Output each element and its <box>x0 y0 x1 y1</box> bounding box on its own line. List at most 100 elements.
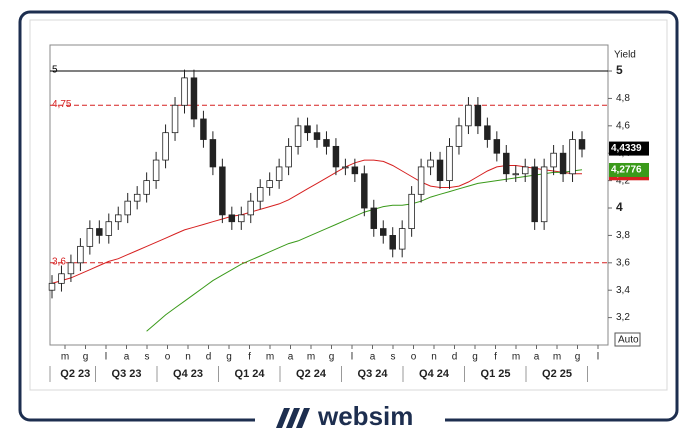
x-tick-label: n <box>185 352 191 363</box>
candle-body <box>351 166 359 175</box>
x-tick-label: l <box>105 352 107 363</box>
candle-body <box>569 139 576 175</box>
x-tick-label: m <box>512 352 520 363</box>
candle-body <box>48 282 56 291</box>
candle-body <box>115 214 122 223</box>
x-tick-label: s <box>145 352 150 363</box>
quarter-label: Q4 23 <box>173 368 203 380</box>
x-tick-label: m <box>266 352 274 363</box>
candle-body <box>247 200 254 216</box>
logo-icon <box>276 408 310 428</box>
x-tick-label: m <box>61 352 69 363</box>
quarter-label: Q2 24 <box>296 368 327 380</box>
candle-body <box>332 145 340 168</box>
auto-button-label[interactable]: Auto <box>618 335 639 346</box>
last-value-label: 4,4339 <box>611 143 642 154</box>
x-tick-label: a <box>124 352 130 363</box>
candle-body <box>380 228 387 236</box>
candle-body <box>77 245 84 264</box>
candle-body <box>446 145 453 182</box>
plot-area <box>49 44 609 346</box>
candle-body <box>285 145 292 168</box>
x-tick-label: f <box>494 352 497 363</box>
x-tick-label: o <box>165 352 171 363</box>
y-tick-label: 4,8 <box>616 93 630 104</box>
candle-body <box>559 152 567 175</box>
quarter-label: Q3 23 <box>112 368 142 380</box>
quarter-label: Q2 23 <box>60 368 90 380</box>
candle-body <box>474 104 482 127</box>
x-tick-label: l <box>597 352 599 363</box>
candle-body <box>86 228 94 247</box>
moving-average-line <box>51 159 582 284</box>
reference-label: 5 <box>52 65 58 76</box>
candle-body <box>578 139 586 150</box>
y-tick-label: 3,8 <box>616 230 630 241</box>
candle-body <box>143 180 150 195</box>
x-tick-label: l <box>351 352 353 363</box>
candle-body <box>181 77 188 106</box>
quarter-label: Q4 24 <box>419 368 450 380</box>
y-tick-label: 3,4 <box>616 285 630 296</box>
candle-body <box>493 139 501 154</box>
candle-body <box>503 152 510 175</box>
last-value-label: 4,2776 <box>611 165 642 176</box>
candle-body <box>228 214 236 223</box>
x-tick-label: g <box>472 352 478 363</box>
y-tick-label: 4 <box>616 200 623 214</box>
x-tick-label: g <box>226 352 232 363</box>
candle-body <box>323 139 330 147</box>
axis-title: Yield <box>614 50 636 61</box>
x-tick-label: s <box>391 352 396 363</box>
candle-body <box>266 180 273 188</box>
candle-body <box>521 166 529 175</box>
y-tick-label: 3,2 <box>616 312 630 323</box>
logo-text: websim <box>317 401 413 431</box>
candle-body <box>398 228 406 250</box>
quarter-label: Q1 25 <box>481 368 511 380</box>
last-value-box <box>609 162 649 177</box>
candle-body <box>304 125 311 134</box>
y-tick-label: 4,6 <box>616 120 630 131</box>
candle-body <box>58 273 65 284</box>
auto-button[interactable] <box>614 332 641 347</box>
candle-body <box>152 159 160 182</box>
x-tick-label: o <box>411 352 417 363</box>
candle-body <box>238 214 245 223</box>
reference-label: 4,75 <box>52 99 72 110</box>
x-tick-label: f <box>248 352 251 363</box>
candle-body <box>219 166 226 216</box>
candle-body <box>427 159 434 168</box>
x-tick-label: a <box>370 352 376 363</box>
candle-body <box>342 166 349 169</box>
candle-body <box>67 262 75 275</box>
x-tick-label: g <box>329 352 335 363</box>
candle-body <box>105 221 113 236</box>
candle-body <box>484 125 491 140</box>
candle-body <box>512 173 519 176</box>
candle-body <box>133 193 141 202</box>
y-tick-label: 3,6 <box>616 257 630 268</box>
candle-body <box>465 104 472 127</box>
candle-body <box>124 200 131 216</box>
candle-body <box>171 104 179 134</box>
candle-body <box>294 125 302 147</box>
x-tick-label: d <box>452 352 458 363</box>
candle-body <box>408 193 415 229</box>
x-tick-label: a <box>534 352 540 363</box>
quarter-label: Q2 25 <box>542 368 572 380</box>
reference-label: 3,6 <box>52 256 66 267</box>
candle-body <box>96 228 103 236</box>
x-tick-label: m <box>553 352 561 363</box>
x-tick-label: n <box>431 352 437 363</box>
candle-body <box>540 166 548 223</box>
candle-body <box>209 139 217 168</box>
x-tick-label: a <box>288 352 294 363</box>
candle-body <box>162 132 169 161</box>
x-tick-label: g <box>83 352 89 363</box>
candle-body <box>190 77 198 120</box>
x-tick-label: m <box>307 352 315 363</box>
last-value-box <box>609 141 649 156</box>
candle-body <box>417 166 425 195</box>
